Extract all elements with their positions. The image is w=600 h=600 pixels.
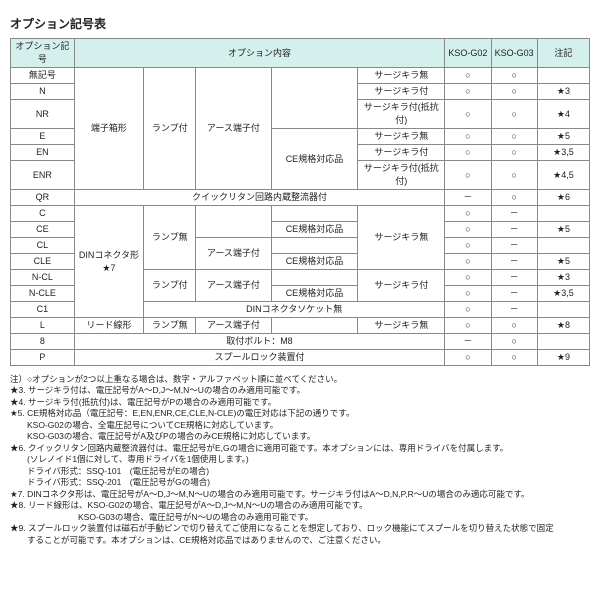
note-line: KSO-G03の場合、電圧記号がN～Uの場合のみ適用可能です。 — [20, 512, 590, 523]
note-line: ★3. サージキラ付は、電圧記号がA～D,J～M,N～Uの場合のみ適用可能です。 — [20, 385, 590, 396]
note-line: ★9. スプールロック装置付は磁石が手動ピンで切り替えてご使用になることを想定し… — [20, 523, 590, 534]
note-line: ★8. リード線形は、KSO-G02の場合、電圧記号がA～D,J～M,N～Uの場… — [20, 500, 590, 511]
note-line: ドライバ形式：SSQ-101 (電圧記号がEの場合) — [20, 466, 590, 477]
note-line: ★6. クイックリタン回路内蔵整流器付は、電圧記号がE,Gの場合に適用可能です。… — [20, 443, 590, 454]
note-line: ★5. CE規格対応品（電圧記号：E,EN,ENR,CE,CLE,N-CLE)の… — [20, 408, 590, 419]
notes-block: 注）○オプションが2つ以上重なる場合は、数字・アルファベット順に並べてください。… — [10, 374, 590, 546]
note-line: (ソレノイド1個に対して、専用ドライバを1個使用します。) — [20, 454, 590, 465]
option-table: オプション記号オプション内容KSO-G02KSO-G03注記 無記号端子箱形ラン… — [10, 38, 590, 366]
note-line: ★7. DINコネクタ形は、電圧記号がA～D,J～M,N～Uの場合のみ適用可能で… — [20, 489, 590, 500]
note-line: KSO-G03の場合、電圧記号がA及びPの場合のみCE規格に対応しています。 — [20, 431, 590, 442]
note-line: することが可能です。本オプションは、CE規格対応品ではありませんので、ご注意くだ… — [20, 535, 590, 546]
note-line: ★4. サージキラ付(抵抗付)は、電圧記号がPの場合のみ適用可能です。 — [20, 397, 590, 408]
notes-header: 注）○オプションが2つ以上重なる場合は、数字・アルファベット順に並べてください。 — [20, 374, 590, 385]
page-title: オプション記号表 — [10, 15, 590, 32]
note-line: ドライバ形式：SSQ-201 (電圧記号がGの場合) — [20, 477, 590, 488]
note-line: KSO-G02の場合、全電圧記号についてCE規格に対応しています。 — [20, 420, 590, 431]
